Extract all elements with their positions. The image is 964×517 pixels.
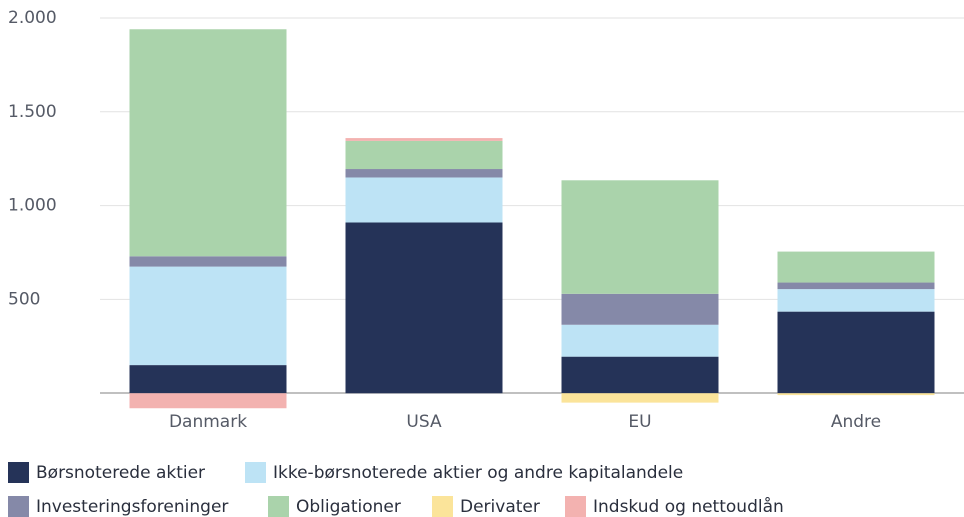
- legend-label: Børsnoterede aktier: [36, 463, 205, 483]
- legend-swatch: [8, 496, 29, 517]
- y-tick-label: 2.000: [8, 8, 57, 28]
- legend-label: Ikke-børsnoterede aktier og andre kapita…: [273, 463, 683, 483]
- y-tick-label: 500: [8, 289, 40, 309]
- legend-swatch: [268, 496, 289, 517]
- legend-label: Investeringsforeninger: [36, 497, 228, 517]
- bar-segment: [561, 393, 719, 403]
- legend-label: Indskud og nettoudlån: [593, 496, 784, 517]
- bar-segment: [129, 393, 287, 409]
- bar-segment: [777, 289, 935, 312]
- x-tick-label: EU: [628, 412, 651, 432]
- bar-segment: [129, 266, 287, 366]
- bar-segment: [345, 222, 503, 394]
- bar-segment: [345, 169, 503, 178]
- legend-label: Derivater: [460, 497, 540, 517]
- y-tick-label: 1.500: [8, 102, 57, 122]
- x-tick-label: USA: [406, 412, 442, 432]
- bar-segment: [345, 140, 503, 170]
- bar-segment: [561, 356, 719, 394]
- bar-segment: [777, 282, 935, 290]
- bar-segment: [345, 177, 503, 223]
- bar-segment: [129, 365, 287, 394]
- bar-segment: [129, 256, 287, 267]
- bar-segment: [345, 138, 503, 141]
- x-tick-label: Danmark: [169, 412, 247, 432]
- bar-segment: [561, 293, 719, 325]
- bar-segment: [777, 311, 935, 394]
- bar-segment: [561, 180, 719, 294]
- legend-swatch: [565, 496, 586, 517]
- legend-label: Obligationer: [296, 497, 401, 517]
- legend-swatch: [432, 496, 453, 517]
- bar-segment: [777, 251, 935, 283]
- y-tick-label: 1.000: [8, 196, 57, 216]
- x-tick-label: Andre: [831, 412, 881, 432]
- bar-segment: [129, 29, 287, 257]
- legend-swatch: [8, 462, 29, 483]
- legend-swatch: [245, 462, 266, 483]
- bar-segment: [561, 324, 719, 357]
- bar-segment: [777, 393, 935, 396]
